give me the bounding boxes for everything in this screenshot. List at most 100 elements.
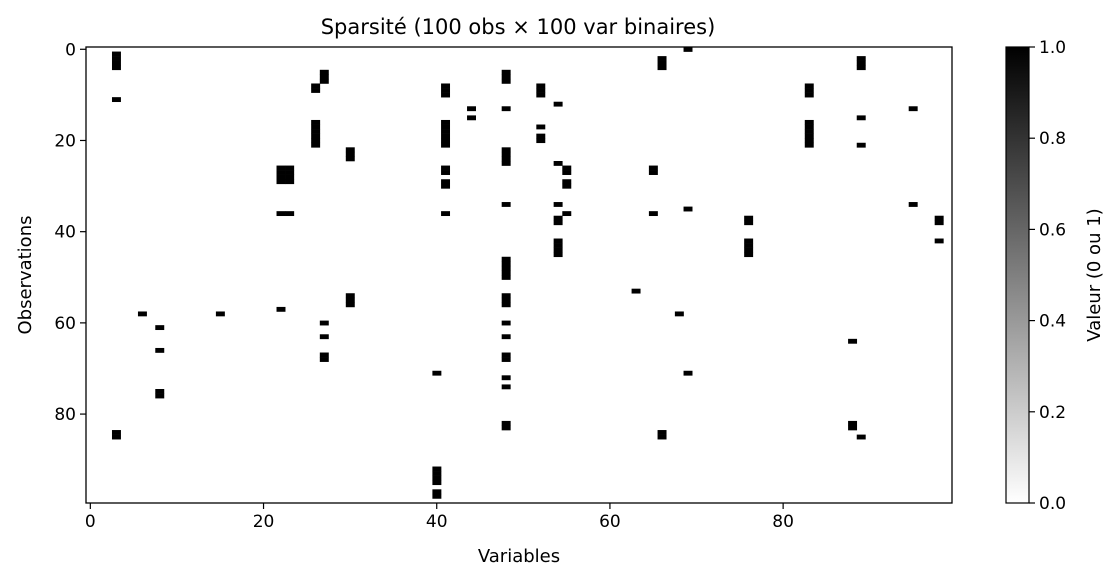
heatmap-cell bbox=[657, 430, 667, 435]
heatmap-cell bbox=[562, 211, 572, 217]
heatmap-cell bbox=[536, 138, 546, 144]
heatmap-cell bbox=[285, 179, 295, 185]
y-tick-label: 20 bbox=[54, 131, 76, 151]
y-axis: 0 20 40 60 80 bbox=[54, 40, 86, 425]
heatmap-cell bbox=[319, 320, 329, 326]
heatmap-cell bbox=[467, 115, 476, 121]
heatmap-cell bbox=[285, 174, 295, 180]
heatmap-cell bbox=[311, 83, 321, 89]
heatmap-cell bbox=[553, 247, 563, 253]
colorbar-tick-label: 0.8 bbox=[1039, 129, 1066, 149]
heatmap-cell bbox=[804, 133, 814, 139]
colorbar-gradient bbox=[1006, 47, 1029, 503]
heatmap-cell bbox=[441, 92, 451, 98]
y-tick-label: 0 bbox=[65, 40, 76, 60]
heatmap-cell bbox=[441, 183, 451, 189]
heatmap-cell bbox=[908, 202, 918, 207]
heatmap-cell bbox=[908, 106, 918, 112]
heatmap-cell bbox=[501, 202, 511, 207]
heatmap-cell bbox=[804, 83, 814, 89]
heatmap-cell bbox=[657, 60, 667, 66]
heatmap-cell bbox=[501, 375, 511, 381]
heatmap-cell bbox=[856, 434, 866, 440]
heatmap-cell bbox=[137, 311, 147, 317]
heatmap-cell bbox=[553, 238, 563, 244]
heatmap-cell bbox=[441, 83, 451, 89]
heatmap-cell bbox=[111, 65, 121, 71]
y-tick-label: 80 bbox=[54, 405, 76, 425]
heatmap-cell bbox=[683, 206, 693, 212]
heatmap-cell bbox=[501, 106, 511, 112]
y-axis-label: Observations bbox=[15, 216, 36, 335]
heatmap-cell bbox=[562, 183, 572, 189]
heatmap-cell bbox=[501, 293, 511, 299]
colorbar-tick-label: 1.0 bbox=[1039, 38, 1066, 58]
heatmap-cell bbox=[501, 151, 511, 157]
heatmap-cell bbox=[848, 420, 858, 426]
heatmap-cell bbox=[311, 88, 321, 93]
x-tick-label: 60 bbox=[599, 512, 621, 532]
heatmap-cell bbox=[804, 124, 814, 130]
heatmap-cell bbox=[553, 220, 563, 226]
heatmap-cell bbox=[501, 147, 511, 153]
x-axis: 0 20 40 60 80 bbox=[85, 503, 794, 532]
heatmap-cell bbox=[553, 215, 563, 221]
heatmap-cell bbox=[657, 56, 667, 61]
heatmap-cell bbox=[311, 138, 321, 144]
heatmap-cell bbox=[319, 357, 329, 362]
heatmap-cell bbox=[648, 211, 658, 217]
heatmap-cell bbox=[501, 320, 511, 326]
heatmap-cell bbox=[467, 106, 476, 112]
heatmap-cell bbox=[683, 370, 693, 376]
x-tick-label: 20 bbox=[253, 512, 275, 532]
colorbar-tick-label: 0.2 bbox=[1039, 403, 1066, 423]
heatmap-cell bbox=[285, 170, 295, 175]
heatmap-cell bbox=[441, 119, 451, 125]
heatmap-cell bbox=[674, 311, 684, 317]
heatmap-cell bbox=[804, 92, 814, 98]
heatmap-cell bbox=[744, 252, 754, 258]
heatmap-cell bbox=[432, 489, 442, 495]
heatmap-cell bbox=[536, 133, 546, 139]
heatmap-cell bbox=[441, 138, 451, 144]
heatmap-cell bbox=[345, 147, 355, 153]
heatmap-cell bbox=[345, 156, 355, 162]
heatmap-cell bbox=[856, 60, 866, 66]
heatmap-cell bbox=[501, 256, 511, 262]
heatmap-cell bbox=[441, 133, 451, 139]
heatmap-cell bbox=[553, 243, 563, 248]
y-tick-label: 60 bbox=[54, 314, 76, 334]
heatmap-cell bbox=[441, 170, 451, 175]
heatmap-cell bbox=[276, 170, 286, 175]
heatmap-cell bbox=[501, 74, 511, 80]
heatmap-cell bbox=[744, 243, 754, 248]
heatmap-cell bbox=[562, 165, 572, 171]
heatmap-cell bbox=[501, 425, 511, 431]
heatmap-cell bbox=[501, 261, 511, 267]
heatmap-cell bbox=[856, 56, 866, 61]
heatmap-cell bbox=[744, 247, 754, 253]
heatmap-cell bbox=[432, 493, 442, 499]
heatmap-cell bbox=[276, 179, 286, 185]
heatmap-cell bbox=[345, 151, 355, 157]
heatmap-cell bbox=[848, 425, 858, 431]
heatmap-cell bbox=[155, 325, 165, 331]
heatmap-cell bbox=[441, 124, 451, 130]
heatmap-cell bbox=[111, 97, 121, 103]
heatmap-cell bbox=[536, 88, 546, 93]
heatmap-cell bbox=[441, 211, 451, 217]
heatmap-cell bbox=[648, 165, 658, 171]
heatmap-background bbox=[86, 47, 952, 503]
heatmap-cell bbox=[501, 265, 511, 271]
heatmap-cell bbox=[657, 65, 667, 71]
colorbar-label: Valeur (0 ou 1) bbox=[1084, 208, 1105, 341]
heatmap-cell bbox=[501, 352, 511, 358]
heatmap-cell bbox=[744, 238, 754, 244]
heatmap-cell bbox=[155, 393, 165, 399]
heatmap-cell bbox=[311, 133, 321, 139]
heatmap-cell bbox=[683, 47, 693, 52]
y-tick-label: 40 bbox=[54, 223, 76, 243]
heatmap-cell bbox=[155, 389, 165, 394]
heatmap-cell bbox=[804, 142, 814, 148]
